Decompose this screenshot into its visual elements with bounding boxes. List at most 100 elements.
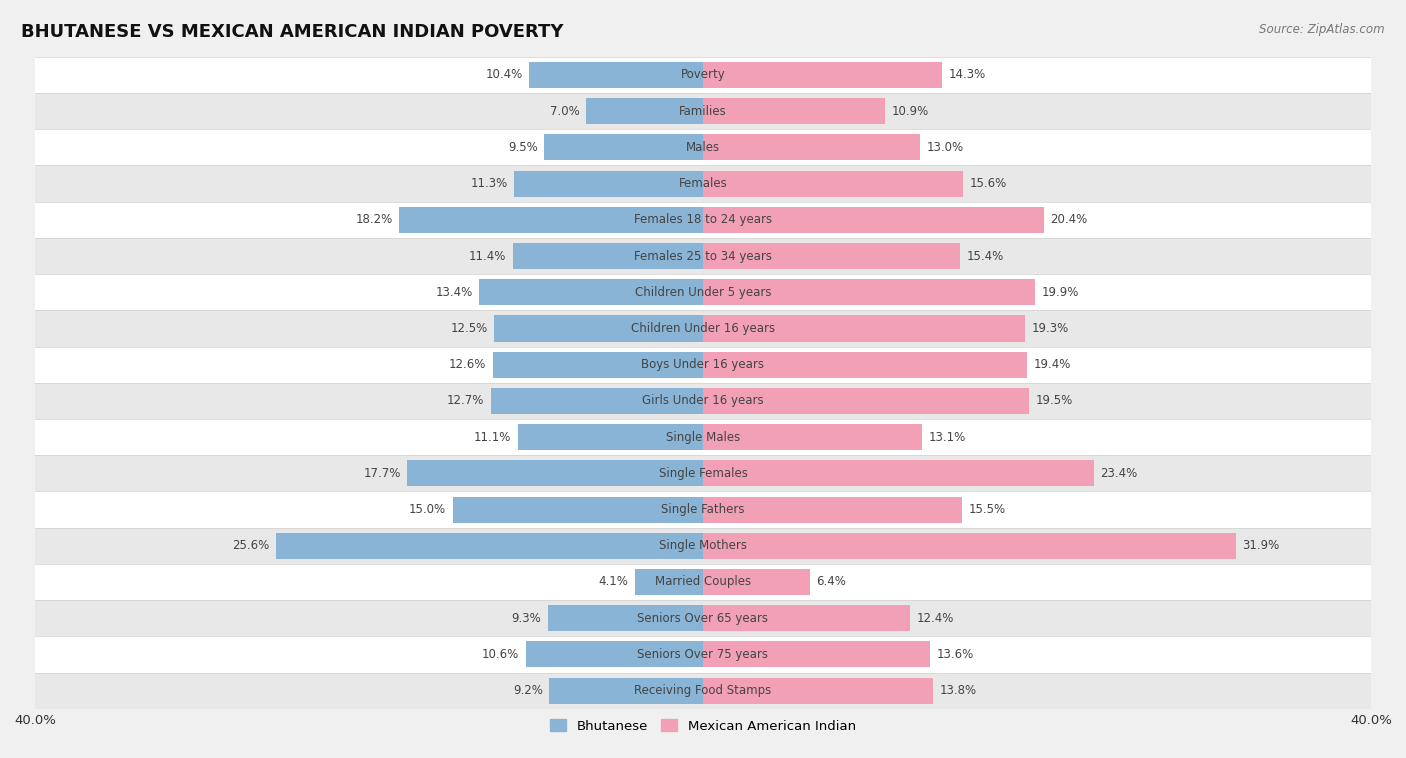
Text: 20.4%: 20.4%: [1050, 213, 1087, 227]
Text: 10.6%: 10.6%: [482, 648, 519, 661]
Text: 15.0%: 15.0%: [409, 503, 446, 516]
Text: 19.9%: 19.9%: [1042, 286, 1080, 299]
Text: 10.4%: 10.4%: [485, 68, 523, 81]
Bar: [517, 424, 703, 450]
Bar: [35, 491, 1371, 528]
Bar: [544, 134, 703, 161]
Text: Children Under 16 years: Children Under 16 years: [631, 322, 775, 335]
Bar: [35, 57, 1371, 93]
Bar: [35, 419, 1371, 456]
Text: 17.7%: 17.7%: [363, 467, 401, 480]
Text: 23.4%: 23.4%: [1101, 467, 1137, 480]
Bar: [586, 98, 703, 124]
Bar: [35, 93, 1371, 130]
Bar: [703, 533, 1236, 559]
Text: 11.3%: 11.3%: [471, 177, 508, 190]
Bar: [35, 672, 1371, 709]
Text: 25.6%: 25.6%: [232, 539, 269, 553]
Bar: [492, 352, 703, 377]
Text: 13.0%: 13.0%: [927, 141, 965, 154]
Text: 15.5%: 15.5%: [969, 503, 1005, 516]
Text: Receiving Food Stamps: Receiving Food Stamps: [634, 684, 772, 697]
Bar: [35, 383, 1371, 419]
Text: Seniors Over 75 years: Seniors Over 75 years: [637, 648, 769, 661]
Text: 13.1%: 13.1%: [928, 431, 966, 443]
Bar: [703, 460, 1094, 487]
Bar: [453, 496, 703, 522]
Text: Children Under 5 years: Children Under 5 years: [634, 286, 772, 299]
Bar: [35, 202, 1371, 238]
Bar: [703, 496, 962, 522]
Text: 31.9%: 31.9%: [1243, 539, 1279, 553]
Bar: [35, 274, 1371, 310]
Bar: [408, 460, 703, 487]
Text: Boys Under 16 years: Boys Under 16 years: [641, 359, 765, 371]
Text: 13.6%: 13.6%: [936, 648, 974, 661]
Text: 9.5%: 9.5%: [508, 141, 537, 154]
Bar: [703, 62, 942, 88]
Text: 6.4%: 6.4%: [817, 575, 846, 588]
Bar: [526, 641, 703, 668]
Bar: [703, 98, 884, 124]
Text: BHUTANESE VS MEXICAN AMERICAN INDIAN POVERTY: BHUTANESE VS MEXICAN AMERICAN INDIAN POV…: [21, 23, 564, 41]
Text: Source: ZipAtlas.com: Source: ZipAtlas.com: [1260, 23, 1385, 36]
Bar: [515, 171, 703, 196]
Bar: [548, 605, 703, 631]
Text: Females: Females: [679, 177, 727, 190]
Text: 9.3%: 9.3%: [512, 612, 541, 625]
Text: Married Couples: Married Couples: [655, 575, 751, 588]
Text: Single Fathers: Single Fathers: [661, 503, 745, 516]
Text: 19.4%: 19.4%: [1033, 359, 1071, 371]
Bar: [634, 569, 703, 595]
Bar: [399, 207, 703, 233]
Bar: [479, 279, 703, 305]
Bar: [703, 388, 1029, 414]
Text: Single Mothers: Single Mothers: [659, 539, 747, 553]
Text: 15.4%: 15.4%: [967, 249, 1004, 262]
Text: Single Males: Single Males: [666, 431, 740, 443]
Bar: [35, 528, 1371, 564]
Text: 18.2%: 18.2%: [356, 213, 392, 227]
Bar: [35, 564, 1371, 600]
Text: 12.4%: 12.4%: [917, 612, 955, 625]
Text: Females 25 to 34 years: Females 25 to 34 years: [634, 249, 772, 262]
Bar: [703, 315, 1025, 342]
Bar: [35, 636, 1371, 672]
Text: 13.8%: 13.8%: [941, 684, 977, 697]
Text: 4.1%: 4.1%: [598, 575, 628, 588]
Text: Families: Families: [679, 105, 727, 117]
Text: 12.5%: 12.5%: [450, 322, 488, 335]
Bar: [703, 352, 1026, 377]
Text: 19.3%: 19.3%: [1032, 322, 1069, 335]
Text: 19.5%: 19.5%: [1035, 394, 1073, 407]
Text: Poverty: Poverty: [681, 68, 725, 81]
Text: 12.6%: 12.6%: [449, 359, 486, 371]
Bar: [35, 600, 1371, 636]
Text: 11.4%: 11.4%: [468, 249, 506, 262]
Bar: [35, 238, 1371, 274]
Bar: [703, 134, 920, 161]
Bar: [35, 456, 1371, 491]
Text: 9.2%: 9.2%: [513, 684, 543, 697]
Text: Females 18 to 24 years: Females 18 to 24 years: [634, 213, 772, 227]
Legend: Bhutanese, Mexican American Indian: Bhutanese, Mexican American Indian: [546, 714, 860, 738]
Bar: [703, 605, 910, 631]
Bar: [35, 165, 1371, 202]
Bar: [513, 243, 703, 269]
Bar: [703, 641, 931, 668]
Text: Girls Under 16 years: Girls Under 16 years: [643, 394, 763, 407]
Bar: [276, 533, 703, 559]
Text: Males: Males: [686, 141, 720, 154]
Text: 10.9%: 10.9%: [891, 105, 929, 117]
Text: 7.0%: 7.0%: [550, 105, 579, 117]
Bar: [703, 569, 810, 595]
Text: Single Females: Single Females: [658, 467, 748, 480]
Text: 12.7%: 12.7%: [447, 394, 484, 407]
Bar: [703, 279, 1035, 305]
Text: 15.6%: 15.6%: [970, 177, 1007, 190]
Bar: [703, 243, 960, 269]
Bar: [35, 346, 1371, 383]
Bar: [703, 678, 934, 703]
Bar: [530, 62, 703, 88]
Text: 11.1%: 11.1%: [474, 431, 510, 443]
